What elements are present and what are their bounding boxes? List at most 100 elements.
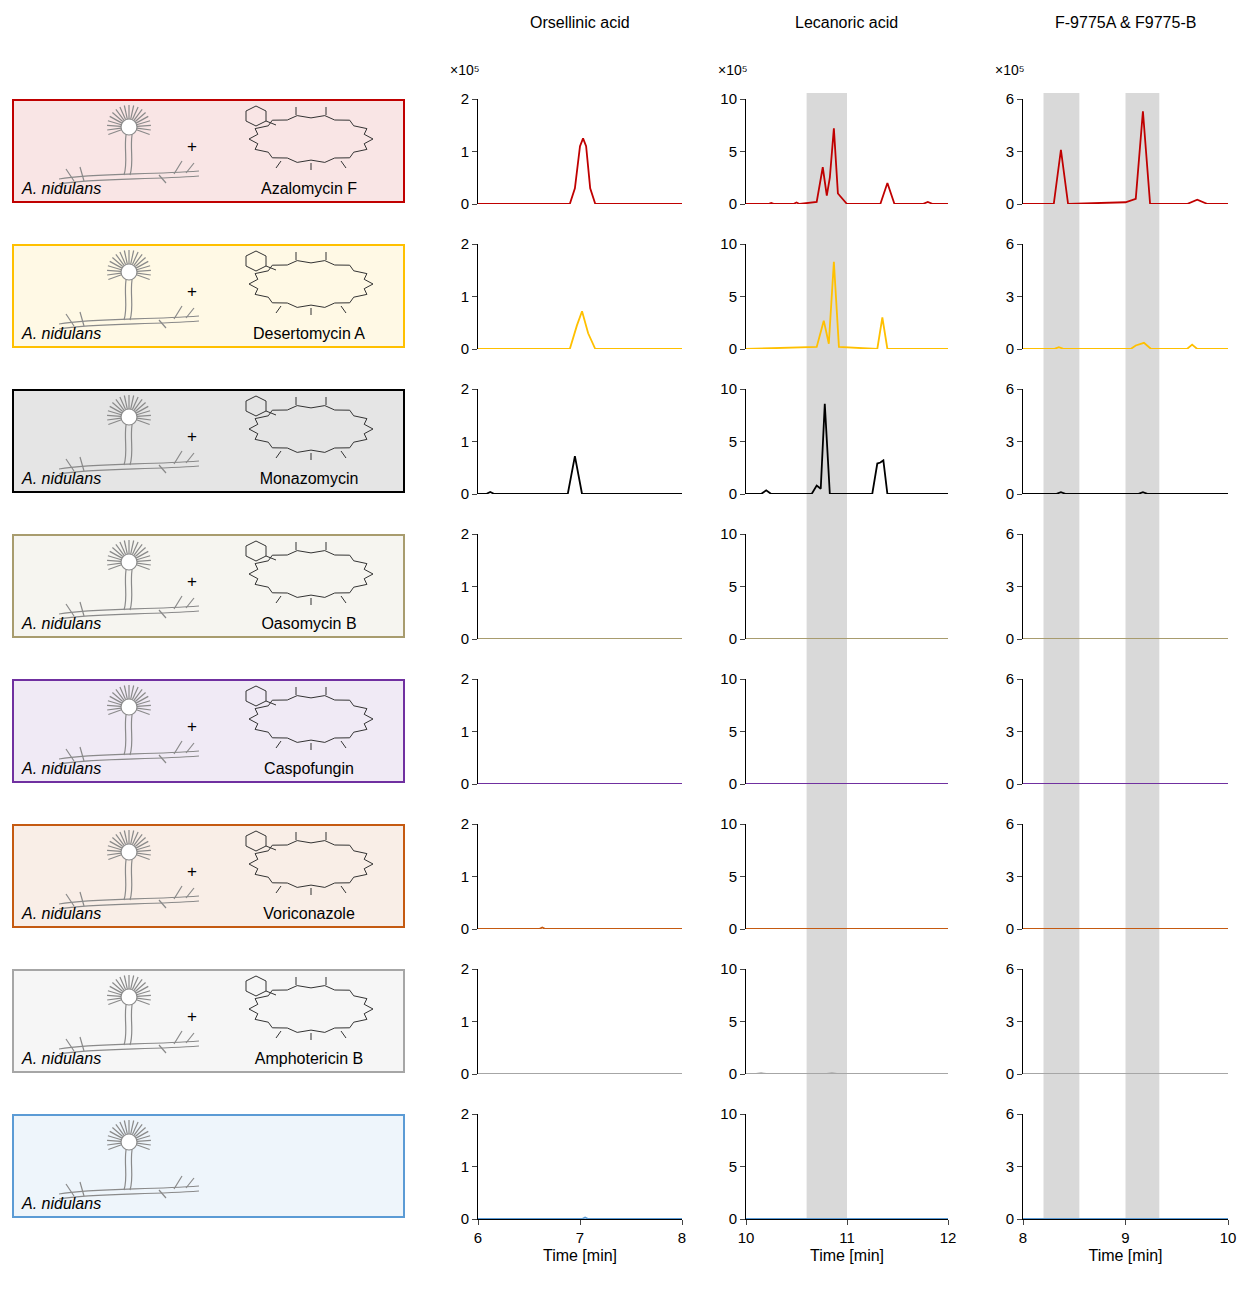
svg-text:3: 3 — [1006, 288, 1014, 305]
html-text:Oasomycin B: Oasomycin B — [261, 615, 357, 632]
html-text:A. nidulans: A. nidulans — [22, 180, 102, 197]
svg-text:3: 3 — [1006, 723, 1014, 740]
svg-text:0: 0 — [729, 920, 737, 937]
svg-text:3: 3 — [1006, 868, 1014, 885]
svg-text:2: 2 — [461, 235, 469, 252]
svg-text:1: 1 — [461, 288, 469, 305]
svg-text:3: 3 — [1006, 1158, 1014, 1175]
html-text:A. nidulans: A. nidulans — [22, 760, 102, 777]
svg-text:2: 2 — [461, 815, 469, 832]
svg-text:×10⁵: ×10⁵ — [450, 62, 480, 78]
svg-text:6: 6 — [1006, 815, 1014, 832]
svg-text:1: 1 — [461, 723, 469, 740]
svg-text:10: 10 — [720, 380, 737, 397]
svg-text:×10⁵: ×10⁵ — [995, 62, 1025, 78]
svg-text:0: 0 — [729, 485, 737, 502]
svg-text:0: 0 — [461, 920, 469, 937]
svg-text:0: 0 — [461, 1210, 469, 1227]
svg-text:6: 6 — [1006, 525, 1014, 542]
svg-text:10: 10 — [720, 90, 737, 107]
svg-text:0: 0 — [461, 1065, 469, 1082]
svg-text:0: 0 — [1006, 775, 1014, 792]
svg-text:0: 0 — [729, 630, 737, 647]
svg-text:2: 2 — [461, 380, 469, 397]
svg-text:Time [min]: Time [min] — [810, 1247, 884, 1264]
svg-text:5: 5 — [729, 723, 737, 740]
svg-text:2: 2 — [461, 90, 469, 107]
svg-text:F-9775A & F9775-B: F-9775A & F9775-B — [1055, 14, 1196, 31]
svg-text:0: 0 — [729, 775, 737, 792]
svg-text:0: 0 — [1006, 920, 1014, 937]
html-text:Azalomycin F: Azalomycin F — [261, 180, 357, 197]
svg-text:1: 1 — [461, 1013, 469, 1030]
svg-text:3: 3 — [1006, 433, 1014, 450]
svg-text:0: 0 — [461, 630, 469, 647]
svg-text:0: 0 — [729, 195, 737, 212]
svg-text:7: 7 — [576, 1229, 584, 1246]
svg-text:8: 8 — [1019, 1229, 1027, 1246]
svg-text:Lecanoric acid: Lecanoric acid — [795, 14, 898, 31]
svg-text:6: 6 — [1006, 380, 1014, 397]
svg-text:1: 1 — [461, 868, 469, 885]
svg-text:0: 0 — [461, 775, 469, 792]
svg-text:Time [min]: Time [min] — [543, 1247, 617, 1264]
svg-text:5: 5 — [729, 1013, 737, 1030]
svg-text:2: 2 — [461, 670, 469, 687]
svg-text:0: 0 — [1006, 630, 1014, 647]
svg-text:10: 10 — [720, 1105, 737, 1122]
svg-text:6: 6 — [1006, 670, 1014, 687]
svg-text:2: 2 — [461, 1105, 469, 1122]
svg-text:10: 10 — [720, 235, 737, 252]
svg-text:5: 5 — [729, 288, 737, 305]
svg-text:3: 3 — [1006, 578, 1014, 595]
html-text:Desertomycin A: Desertomycin A — [253, 325, 365, 342]
svg-text:6: 6 — [1006, 235, 1014, 252]
svg-text:10: 10 — [720, 960, 737, 977]
svg-text:6: 6 — [1006, 90, 1014, 107]
svg-text:0: 0 — [1006, 195, 1014, 212]
svg-text:5: 5 — [729, 868, 737, 885]
svg-text:0: 0 — [729, 340, 737, 357]
svg-text:0: 0 — [461, 485, 469, 502]
svg-text:1: 1 — [461, 578, 469, 595]
svg-text:10: 10 — [1220, 1229, 1237, 1246]
svg-text:6: 6 — [1006, 1105, 1014, 1122]
html-text:A. nidulans: A. nidulans — [22, 615, 102, 632]
svg-text:12: 12 — [940, 1229, 957, 1246]
svg-text:10: 10 — [738, 1229, 755, 1246]
svg-text:3: 3 — [1006, 143, 1014, 160]
svg-text:0: 0 — [1006, 1210, 1014, 1227]
svg-text:Orsellinic acid: Orsellinic acid — [530, 14, 630, 31]
html-text:A. nidulans: A. nidulans — [22, 470, 102, 487]
html-text:A. nidulans: A. nidulans — [22, 325, 102, 342]
svg-text:5: 5 — [729, 578, 737, 595]
svg-text:2: 2 — [461, 525, 469, 542]
svg-text:9: 9 — [1121, 1229, 1129, 1246]
svg-text:11: 11 — [839, 1229, 855, 1246]
html-text:Monazomycin: Monazomycin — [259, 470, 359, 487]
svg-text:1: 1 — [461, 433, 469, 450]
svg-text:3: 3 — [1006, 1013, 1014, 1030]
svg-text:5: 5 — [729, 433, 737, 450]
svg-text:5: 5 — [729, 143, 737, 160]
svg-text:Time [min]: Time [min] — [1088, 1247, 1162, 1264]
html-text:Caspofungin: Caspofungin — [264, 760, 354, 777]
svg-text:1: 1 — [461, 1158, 469, 1175]
svg-text:5: 5 — [729, 1158, 737, 1175]
svg-text:8: 8 — [678, 1229, 686, 1246]
svg-text:0: 0 — [1006, 1065, 1014, 1082]
svg-text:×10⁵: ×10⁵ — [718, 62, 748, 78]
svg-text:10: 10 — [720, 670, 737, 687]
svg-text:0: 0 — [461, 195, 469, 212]
svg-text:6: 6 — [1006, 960, 1014, 977]
svg-text:10: 10 — [720, 815, 737, 832]
svg-text:6: 6 — [474, 1229, 482, 1246]
svg-text:0: 0 — [1006, 340, 1014, 357]
svg-text:2: 2 — [461, 960, 469, 977]
svg-text:0: 0 — [461, 340, 469, 357]
svg-text:0: 0 — [729, 1210, 737, 1227]
svg-text:10: 10 — [720, 525, 737, 542]
svg-text:0: 0 — [1006, 485, 1014, 502]
svg-text:1: 1 — [461, 143, 469, 160]
svg-text:0: 0 — [729, 1065, 737, 1082]
